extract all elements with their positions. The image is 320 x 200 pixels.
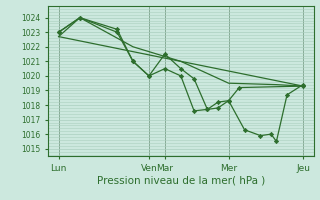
X-axis label: Pression niveau de la mer( hPa ): Pression niveau de la mer( hPa ) [97,175,265,185]
